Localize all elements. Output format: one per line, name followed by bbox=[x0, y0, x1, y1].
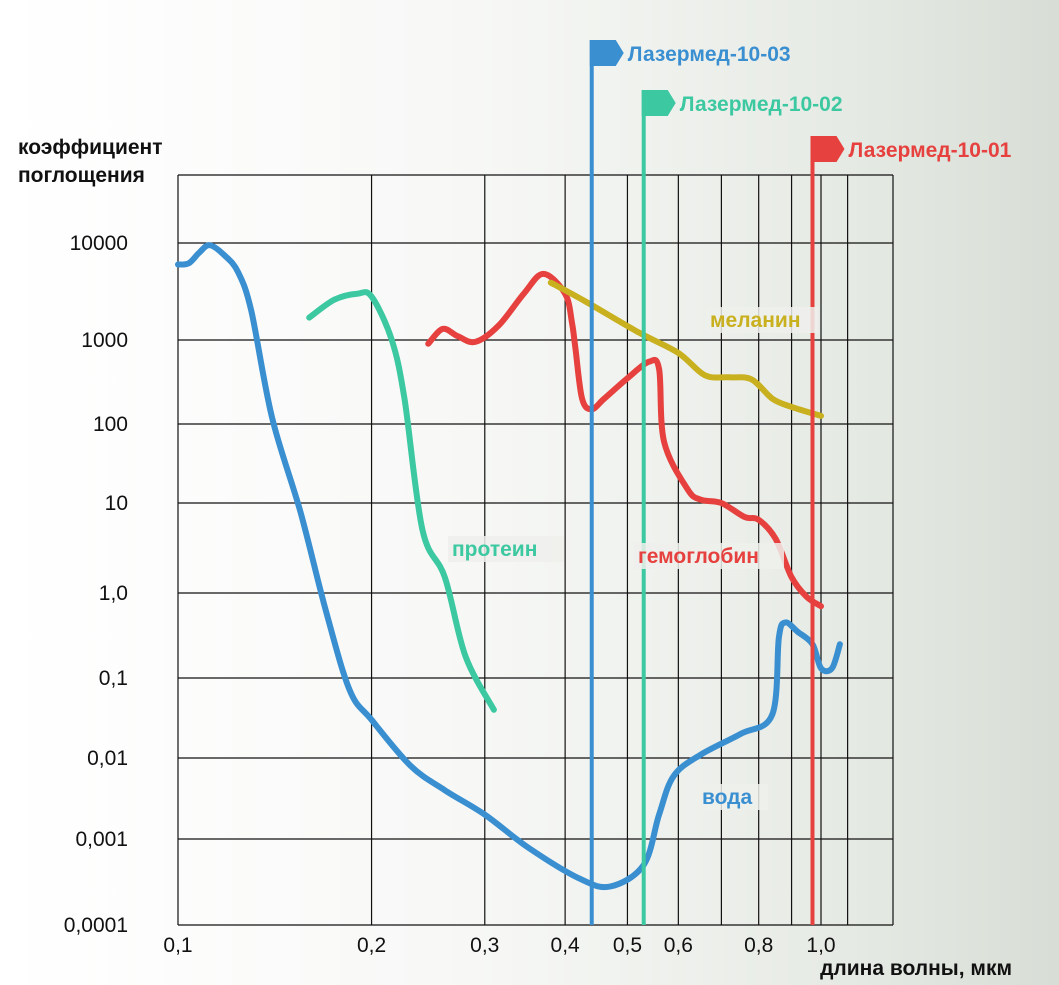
series-line bbox=[547, 279, 824, 419]
y-tick-label: 1,0 bbox=[99, 582, 128, 605]
x-tick-label: 0,1 bbox=[163, 934, 192, 957]
chart-series bbox=[175, 242, 843, 891]
y-tick-label: 0,1 bbox=[99, 667, 128, 690]
series-label-bg bbox=[706, 307, 818, 333]
y-tick-label: 1000 bbox=[81, 329, 128, 352]
series-line bbox=[306, 289, 497, 713]
series-labels: меланин протеин гемоглобин вода bbox=[448, 307, 818, 810]
y-tick-label: 0,001 bbox=[75, 828, 128, 851]
series-label-bg bbox=[448, 536, 564, 562]
series-label: протеин bbox=[452, 538, 537, 561]
flag-icon bbox=[810, 136, 845, 162]
laser-marker-label: Лазермед-10-02 bbox=[680, 93, 843, 116]
x-axis-title: длина волны, мкм bbox=[820, 957, 1012, 980]
x-tick-label: 1,0 bbox=[806, 934, 835, 957]
series-line bbox=[175, 242, 843, 891]
y-axis-title-line2: поглощения bbox=[18, 164, 145, 187]
axis-ticks: 10000 1000 100 10 1,0 0,1 0,01 0,001 0,0001 0,1 0,… bbox=[64, 232, 836, 957]
laser-marker-label: Лазермед-10-03 bbox=[628, 43, 791, 66]
flag-icon bbox=[589, 40, 624, 66]
y-axis-title-line1: коэффициент bbox=[18, 136, 163, 159]
x-tick-label: 0,8 bbox=[744, 934, 773, 957]
x-tick-label: 0,6 bbox=[664, 934, 693, 957]
laser-marker-label: Лазермед-10-01 bbox=[848, 139, 1011, 162]
x-tick-label: 0,2 bbox=[357, 934, 386, 957]
flag-icon bbox=[641, 90, 676, 116]
y-tick-label: 0,01 bbox=[87, 747, 128, 770]
series-label-bg bbox=[698, 784, 768, 810]
series-label: вода bbox=[702, 786, 753, 809]
y-tick-label: 10000 bbox=[70, 232, 128, 255]
series-label: меланин bbox=[710, 309, 801, 332]
x-tick-label: 0,5 bbox=[613, 934, 642, 957]
x-tick-label: 0,3 bbox=[470, 934, 499, 957]
series-label-bg bbox=[634, 543, 784, 569]
series-line bbox=[425, 270, 824, 610]
y-tick-label: 100 bbox=[93, 413, 128, 436]
x-tick-label: 0,4 bbox=[551, 934, 581, 957]
laser-markers: Лазермед-10-03 Лазермед-10-02Лазермед-10-… bbox=[589, 40, 1012, 925]
y-tick-label: 10 bbox=[105, 492, 128, 515]
y-tick-label: 0,0001 bbox=[64, 914, 128, 937]
series-label: гемоглобин bbox=[638, 545, 759, 568]
